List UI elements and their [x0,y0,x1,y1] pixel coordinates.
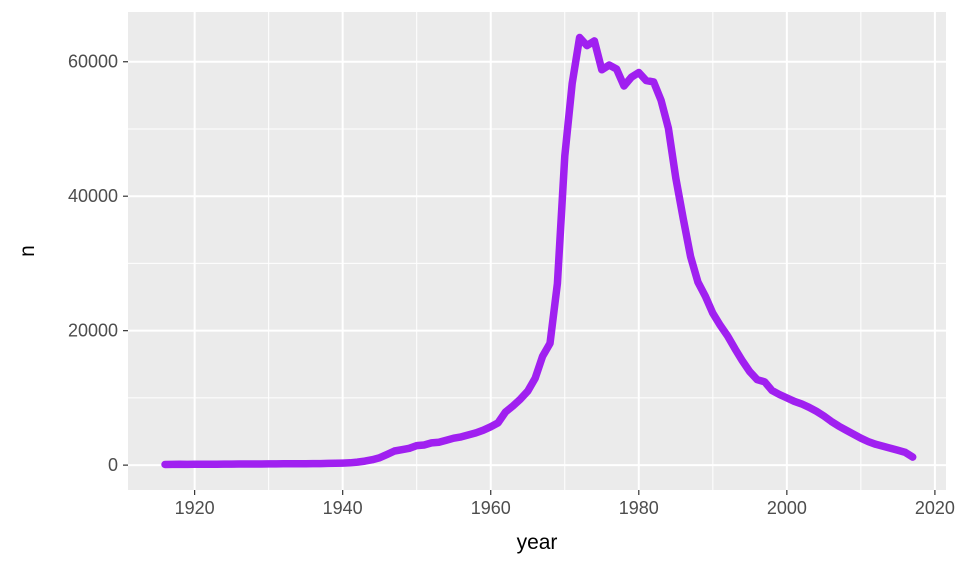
x-tick-label: 1940 [323,498,363,518]
data-series-line [161,33,917,469]
x-tick-label: 1980 [619,498,659,518]
x-tick-label: 2000 [767,498,807,518]
y-tick-label: 20000 [68,321,118,341]
y-tick-label: 60000 [68,52,118,72]
x-axis-title: year [516,531,558,554]
y-tick-label: 0 [108,455,118,475]
x-tick-label: 1920 [175,498,215,518]
y-axis-title: n [16,245,39,257]
y-tick-label: 40000 [68,186,118,206]
x-tick-label: 1960 [471,498,511,518]
x-tick-label: 2020 [915,498,955,518]
